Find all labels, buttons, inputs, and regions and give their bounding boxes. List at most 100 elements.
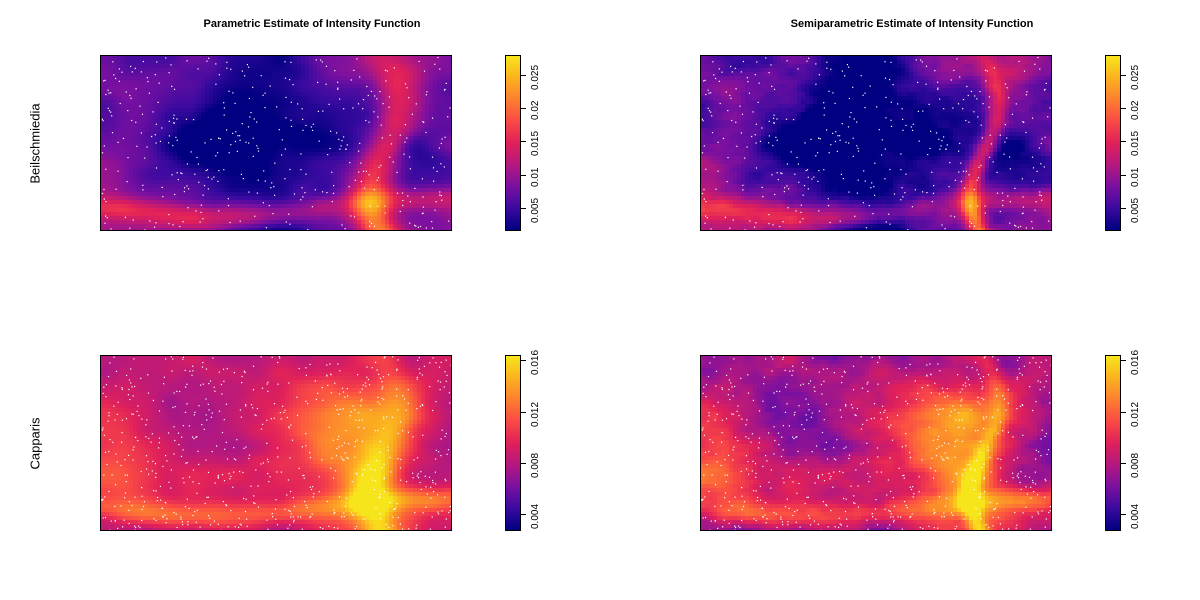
observation-point: [166, 518, 168, 520]
observation-point: [741, 495, 743, 497]
observation-point: [443, 386, 445, 388]
observation-point: [768, 223, 770, 225]
observation-point: [245, 141, 247, 143]
observation-point: [317, 81, 319, 83]
observation-point: [834, 102, 836, 104]
observation-point: [163, 383, 165, 385]
observation-point: [132, 395, 134, 397]
observation-point: [362, 108, 364, 110]
observation-point: [1037, 494, 1039, 496]
observation-point: [195, 521, 197, 523]
observation-point: [252, 137, 254, 139]
observation-point: [1002, 395, 1004, 397]
observation-point: [399, 523, 401, 525]
observation-point: [1043, 386, 1045, 388]
observation-point: [960, 405, 962, 407]
observation-point: [792, 365, 794, 367]
observation-point: [803, 428, 805, 430]
observation-point: [978, 166, 980, 168]
observation-point: [225, 504, 227, 506]
observation-point: [868, 481, 870, 483]
observation-point: [805, 459, 807, 461]
observation-point: [120, 464, 122, 467]
observation-point: [267, 381, 269, 383]
observation-point: [1050, 411, 1051, 413]
observation-point: [402, 199, 404, 202]
observation-point: [337, 438, 339, 440]
observation-point: [362, 384, 364, 386]
observation-point: [206, 60, 208, 62]
observation-point: [437, 380, 439, 382]
observation-point: [230, 68, 232, 70]
observation-point: [333, 185, 335, 187]
observation-point: [185, 462, 187, 464]
observation-point: [763, 376, 765, 378]
observation-point: [952, 405, 954, 407]
observation-point: [146, 146, 148, 148]
observation-point: [755, 519, 757, 522]
observation-point: [969, 220, 971, 223]
observation-point: [888, 213, 890, 215]
observation-point: [857, 506, 860, 508]
observation-point: [392, 356, 394, 358]
observation-point: [382, 416, 385, 418]
observation-point: [245, 446, 247, 448]
observation-point: [404, 141, 406, 143]
observation-point: [437, 56, 439, 59]
observation-point: [307, 229, 309, 230]
observation-point: [131, 71, 133, 73]
observation-point: [357, 374, 359, 376]
observation-point: [941, 458, 944, 460]
observation-point: [177, 179, 179, 181]
observation-point: [117, 401, 119, 403]
observation-point: [168, 142, 170, 144]
observation-point: [124, 459, 126, 461]
observation-point: [878, 356, 880, 358]
observation-point: [1039, 68, 1041, 70]
observation-point: [260, 356, 262, 358]
observation-point: [974, 430, 977, 432]
observation-point: [935, 455, 937, 457]
observation-point: [813, 520, 815, 522]
observation-point: [806, 419, 808, 421]
observation-point: [705, 201, 707, 203]
observation-point: [867, 528, 869, 530]
observation-point: [425, 227, 427, 229]
observation-point: [359, 76, 361, 78]
observation-point: [976, 179, 978, 181]
observation-point: [422, 121, 424, 123]
observation-point: [1041, 199, 1043, 201]
observation-point: [997, 516, 999, 519]
observation-point: [1002, 528, 1004, 530]
observation-point: [379, 493, 381, 495]
observation-point: [367, 94, 369, 97]
observation-point: [175, 136, 177, 138]
observation-point: [713, 405, 715, 407]
observation-point: [852, 137, 854, 139]
observation-point: [828, 472, 830, 475]
observation-point: [186, 498, 188, 500]
observation-point: [798, 529, 800, 530]
observation-point: [832, 92, 834, 94]
observation-point: [138, 525, 140, 527]
observation-point: [782, 356, 784, 358]
observation-point: [250, 112, 252, 114]
observation-point: [247, 126, 250, 128]
observation-point: [120, 505, 122, 507]
observation-point: [955, 525, 958, 528]
observation-point: [969, 225, 971, 227]
observation-point: [938, 138, 940, 140]
observation-point: [303, 474, 305, 476]
observation-point: [214, 482, 216, 484]
observation-point: [226, 67, 228, 69]
observation-point: [751, 470, 753, 472]
observation-point: [376, 369, 378, 371]
observation-point: [343, 136, 345, 138]
observation-point: [792, 514, 794, 517]
observation-point: [1032, 117, 1034, 119]
observation-point: [846, 518, 848, 520]
observation-point: [764, 514, 766, 516]
observation-point: [1015, 225, 1017, 227]
observation-point: [155, 222, 157, 224]
observation-point: [823, 419, 825, 421]
